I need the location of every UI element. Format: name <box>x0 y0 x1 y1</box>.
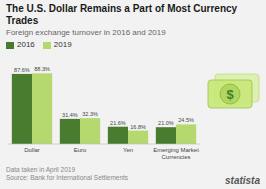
legend-item: 2016 <box>6 40 35 50</box>
bars <box>12 73 196 144</box>
bar <box>108 127 128 144</box>
data-label: 32.3% <box>82 111 98 117</box>
data-labels: 87.6% 31.4% 21.6% 21.0% 88.3% 32.3% 16.8% 24.5% <box>14 66 194 129</box>
title: The U.S. Dollar Remains a Part of Most C… <box>6 3 260 27</box>
branding: statista <box>225 175 260 186</box>
bar <box>80 118 100 144</box>
legend: 2016 2019 <box>6 40 72 50</box>
x-tick-labels: Dollar Euro Yen Emerging MarketCurrencies <box>24 147 199 160</box>
data-label: 16.8% <box>130 124 146 130</box>
bar <box>12 74 32 144</box>
data-label: 21.0% <box>158 120 174 126</box>
data-label: 21.6% <box>110 120 126 126</box>
dollar-graphic: $ <box>205 68 263 114</box>
x-tick-label: Dollar <box>24 147 40 153</box>
x-tick-label-line: Yen <box>123 147 133 153</box>
bill-front <box>208 80 252 108</box>
bar <box>128 131 148 144</box>
legend-label: 2019 <box>54 40 72 50</box>
x-axis-line <box>8 144 200 145</box>
data-label: 87.6% <box>14 67 30 73</box>
bar <box>32 73 52 144</box>
x-tick-label-line: Dollar <box>24 147 40 153</box>
x-tick-label-line: Euro <box>74 147 87 153</box>
subtitle: Foreign exchange turnover in 2016 and 20… <box>6 28 166 38</box>
x-tick-label: Emerging MarketCurrencies <box>153 147 199 160</box>
x-tick-label: Yen <box>123 147 133 153</box>
footer-note: Data taken in April 2019 <box>6 166 75 173</box>
legend-item: 2019 <box>43 40 72 50</box>
bar <box>176 124 196 144</box>
data-label: 24.5% <box>178 117 194 123</box>
legend-swatch <box>6 42 14 49</box>
x-tick-label: Euro <box>74 147 87 153</box>
bill-circle <box>220 84 240 104</box>
x-tick-label-line: Currencies <box>161 154 190 160</box>
legend-swatch <box>43 42 51 49</box>
legend-label: 2016 <box>17 40 35 50</box>
chart: 87.6% 31.4% 21.6% 21.0% 88.3% 32.3% 16.8% 24.5%… <box>4 52 204 164</box>
dollar-sign: $ <box>226 87 234 102</box>
bar <box>156 127 176 144</box>
data-label: 31.4% <box>62 112 78 118</box>
footer-source: Source: Bank for International Settlemen… <box>6 174 128 181</box>
x-tick-label-line: Emerging Market <box>153 147 199 153</box>
data-label: 88.3% <box>34 66 50 72</box>
bar <box>60 119 80 144</box>
